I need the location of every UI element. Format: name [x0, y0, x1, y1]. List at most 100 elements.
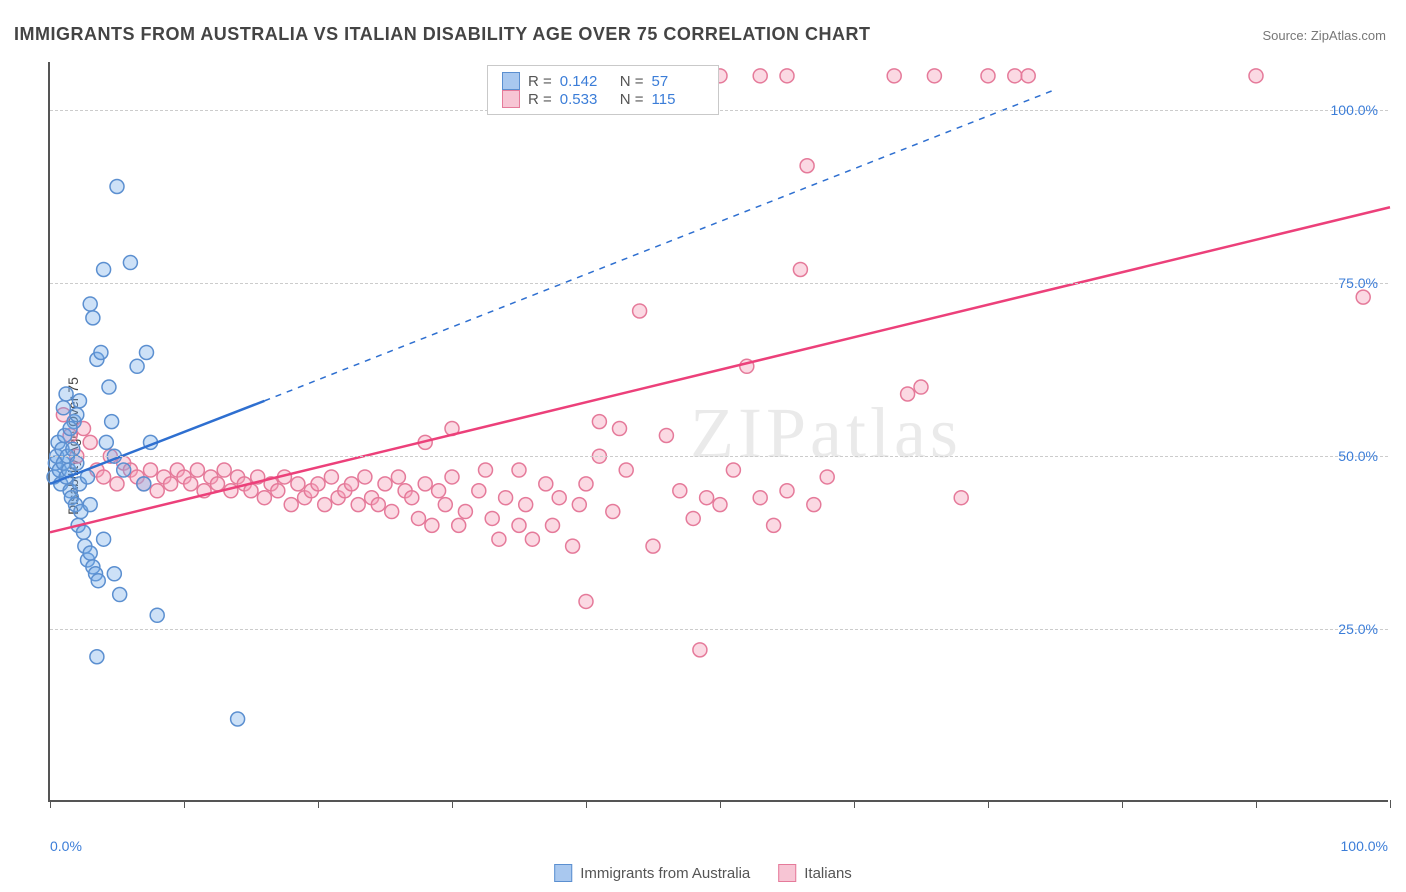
- y-tick-label: 100.0%: [1331, 102, 1378, 118]
- y-tick-label: 25.0%: [1338, 621, 1378, 637]
- data-point: [385, 505, 399, 519]
- data-point: [70, 408, 84, 422]
- data-point: [311, 477, 325, 491]
- data-point: [257, 491, 271, 505]
- data-point: [97, 262, 111, 276]
- x-tick: [184, 800, 185, 808]
- data-point: [351, 498, 365, 512]
- series-legend: Immigrants from Australia Italians: [554, 864, 852, 882]
- data-point: [700, 491, 714, 505]
- data-point: [646, 539, 660, 553]
- data-point: [713, 498, 727, 512]
- y-tick-label: 75.0%: [1338, 275, 1378, 291]
- data-point: [820, 470, 834, 484]
- data-point: [137, 477, 151, 491]
- data-point: [94, 345, 108, 359]
- data-point: [99, 435, 113, 449]
- x-tick: [318, 800, 319, 808]
- data-point: [512, 463, 526, 477]
- data-point: [144, 463, 158, 477]
- data-point: [72, 394, 86, 408]
- data-point: [445, 470, 459, 484]
- data-point: [324, 470, 338, 484]
- data-point: [753, 491, 767, 505]
- data-point: [231, 712, 245, 726]
- x-tick: [1390, 800, 1391, 808]
- data-point: [753, 69, 767, 83]
- data-point: [619, 463, 633, 477]
- data-point: [139, 345, 153, 359]
- data-point: [673, 484, 687, 498]
- data-point: [271, 484, 285, 498]
- data-point: [901, 387, 915, 401]
- data-point: [659, 428, 673, 442]
- data-point: [686, 511, 700, 525]
- data-point: [566, 539, 580, 553]
- data-point: [66, 442, 80, 456]
- gridline: [50, 283, 1388, 284]
- data-point: [91, 574, 105, 588]
- data-point: [1008, 69, 1022, 83]
- data-point: [525, 532, 539, 546]
- data-point: [726, 463, 740, 477]
- data-point: [412, 511, 426, 525]
- data-point: [110, 477, 124, 491]
- data-point: [606, 505, 620, 519]
- series2-swatch-icon: [502, 90, 520, 108]
- source-label: Source: ZipAtlas.com: [1262, 28, 1386, 43]
- data-point: [546, 518, 560, 532]
- data-point: [927, 69, 941, 83]
- data-point: [807, 498, 821, 512]
- data-point: [217, 463, 231, 477]
- data-point: [70, 456, 84, 470]
- series1-n-value: 57: [652, 73, 704, 90]
- data-point: [425, 518, 439, 532]
- data-point: [56, 401, 70, 415]
- data-point: [432, 484, 446, 498]
- gridline: [50, 456, 1388, 457]
- gridline: [50, 110, 1388, 111]
- data-point: [438, 498, 452, 512]
- legend-row-2: R = 0.533 N = 115: [502, 90, 704, 108]
- data-point: [793, 262, 807, 276]
- data-point: [371, 498, 385, 512]
- series1-legend-label: Immigrants from Australia: [580, 865, 750, 882]
- source-value: ZipAtlas.com: [1311, 28, 1386, 43]
- data-point: [767, 518, 781, 532]
- data-point: [117, 463, 131, 477]
- trend-line: [50, 207, 1390, 532]
- data-point: [458, 505, 472, 519]
- data-point: [130, 359, 144, 373]
- data-point: [633, 304, 647, 318]
- data-point: [693, 643, 707, 657]
- data-point: [345, 477, 359, 491]
- data-point: [86, 311, 100, 325]
- plot-area: ZIPatlas 25.0%50.0%75.0%100.0%0.0%100.0%: [48, 62, 1388, 802]
- data-point: [479, 463, 493, 477]
- data-point: [1021, 69, 1035, 83]
- correlation-legend: R = 0.142 N = 57 R = 0.533 N = 115: [487, 65, 719, 115]
- data-point: [780, 484, 794, 498]
- data-point: [800, 159, 814, 173]
- data-point: [519, 498, 533, 512]
- data-point: [102, 380, 116, 394]
- legend-item-1: Immigrants from Australia: [554, 864, 750, 882]
- data-point: [150, 608, 164, 622]
- n-label: N =: [620, 91, 644, 108]
- data-point: [914, 380, 928, 394]
- data-point: [164, 477, 178, 491]
- data-point: [512, 518, 526, 532]
- data-point: [105, 415, 119, 429]
- series2-swatch-icon: [778, 864, 796, 882]
- data-point: [110, 179, 124, 193]
- data-point: [613, 422, 627, 436]
- data-point: [572, 498, 586, 512]
- data-point: [579, 477, 593, 491]
- x-tick: [854, 800, 855, 808]
- x-tick-label: 100.0%: [1341, 838, 1388, 854]
- series2-legend-label: Italians: [804, 865, 852, 882]
- data-point: [552, 491, 566, 505]
- data-point: [150, 484, 164, 498]
- data-point: [83, 297, 97, 311]
- n-label: N =: [620, 73, 644, 90]
